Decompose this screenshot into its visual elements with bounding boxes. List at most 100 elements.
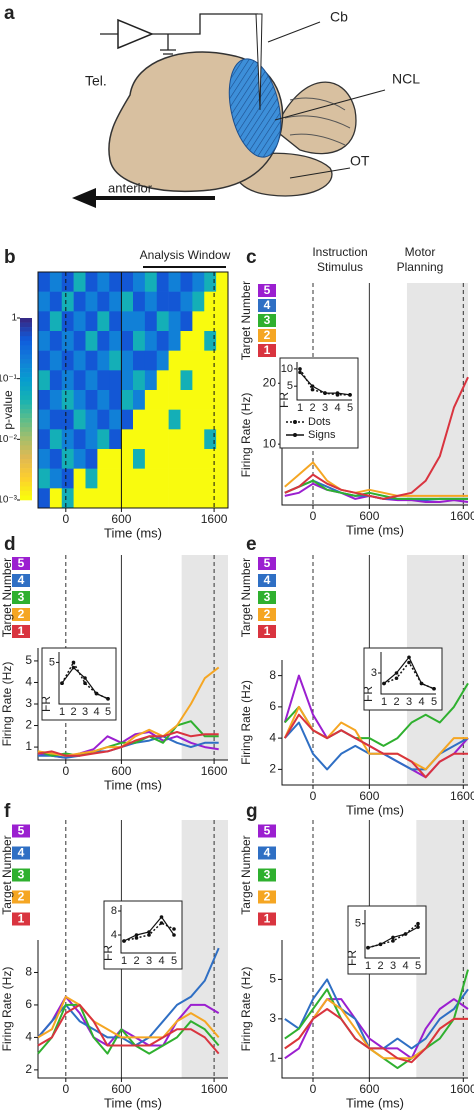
heat-cell [121, 409, 134, 430]
heat-cell [61, 291, 74, 312]
y-axis-label: Firing Rate (Hz) [239, 680, 253, 765]
legend-label: 1 [264, 343, 271, 357]
inset-axes [296, 362, 352, 401]
heat-cell [192, 429, 205, 450]
raster-axis-label: Target Number [239, 281, 253, 360]
legend-label: 5 [264, 824, 271, 838]
inset-point [71, 660, 76, 665]
colorbar-step [20, 318, 32, 323]
inset-x-tick-label: 2 [309, 402, 315, 414]
axes [37, 648, 228, 761]
heat-cell [168, 291, 181, 312]
heat-cell [133, 409, 146, 430]
inset-x-tick-label: 1 [59, 706, 65, 718]
heat-cell [85, 409, 98, 430]
heat-cell [133, 291, 146, 312]
y-tick-label: 3 [269, 1011, 276, 1025]
heat-cell [156, 409, 169, 430]
heat-cell [73, 291, 86, 312]
target-box [12, 557, 30, 570]
inset-point [391, 935, 395, 940]
heat-cell [133, 429, 146, 450]
heat-cell [216, 429, 229, 450]
inset-axes [58, 652, 110, 705]
inset-x-tick-label: 5 [105, 706, 111, 718]
legend-label: 3 [264, 313, 271, 327]
heat-cell [85, 370, 98, 391]
heat-cell [38, 350, 51, 371]
colorbar-tick-label: 10⁻² [0, 434, 18, 445]
heat-cell [121, 429, 134, 450]
panel-letter: a [4, 3, 15, 24]
heat-cell [61, 468, 74, 489]
y-axis-label: Firing Rate (Hz) [239, 393, 253, 478]
inset-x-tick-label: 4 [418, 696, 424, 708]
y-tick-label: 4 [25, 1030, 32, 1044]
heat-cell [73, 272, 86, 292]
inset-axes [120, 905, 176, 954]
heat-cell [133, 272, 146, 292]
heat-cell [121, 370, 134, 391]
x-tick-label: 600 [111, 764, 131, 778]
amplifier [117, 18, 154, 50]
inset-box [279, 357, 359, 449]
inset-point [391, 939, 395, 943]
colorbar-step [20, 436, 32, 442]
panel-letter: d [4, 534, 16, 555]
heat-cell [204, 370, 217, 391]
heat-cell [61, 311, 74, 332]
legend-label: 3 [264, 868, 271, 882]
heat-cell [49, 390, 63, 410]
heat-cell [73, 370, 86, 391]
heat-cell [133, 468, 146, 489]
heat-cell [38, 331, 51, 351]
heat-cell [204, 429, 217, 450]
legend-label: 4 [18, 573, 25, 587]
y-tick-label: 4 [269, 730, 276, 744]
heat-cell [121, 488, 134, 509]
heat-cell [180, 370, 193, 391]
target-box [12, 890, 30, 904]
axes [281, 940, 468, 1079]
heat-cell [109, 449, 122, 469]
x-axis-label: Time (ms) [346, 1095, 404, 1110]
heat-cell [156, 291, 169, 312]
heat-cell [156, 350, 169, 371]
target-box [258, 868, 276, 882]
y-axis-label: Firing Rate (Hz) [0, 662, 14, 747]
heat-cell [180, 488, 193, 509]
heat-cell [192, 350, 205, 371]
colorbar-step [20, 349, 32, 355]
ncl-region [228, 58, 282, 158]
panel-letter: f [4, 801, 11, 822]
heat-cell [192, 311, 205, 332]
heat-cell [133, 311, 146, 332]
heat-cell [168, 409, 181, 430]
x-tick-label: 600 [359, 789, 379, 803]
x-tick-label: 0 [62, 764, 69, 778]
colorbar-step [20, 454, 32, 460]
inset-x-tick-label: 5 [171, 955, 177, 967]
heat-cell [109, 272, 122, 292]
heat-cell [121, 331, 134, 351]
heat-cell [180, 291, 193, 312]
inset-x-tick-label: 2 [133, 955, 139, 967]
inset-point [378, 942, 383, 947]
y-tick-label: 1 [269, 1050, 276, 1064]
heat-cell [133, 331, 146, 351]
heat-cell [156, 370, 169, 391]
colorbar-label: p-value [1, 390, 15, 430]
legend-label: Dots [308, 416, 331, 428]
y-tick-label: 8 [269, 668, 276, 682]
inset-y-label: FR [277, 392, 291, 408]
colorbar-step [20, 340, 32, 346]
heat-cell [109, 370, 122, 391]
target-box [258, 625, 276, 638]
x-axis-label: Time (ms) [104, 777, 162, 792]
firing-rate-line [37, 731, 219, 757]
heat-cell [85, 311, 98, 332]
y-tick-label: 6 [25, 997, 32, 1011]
heat-cell [156, 390, 169, 410]
heat-cell [109, 429, 122, 450]
heat-cell [180, 390, 193, 410]
